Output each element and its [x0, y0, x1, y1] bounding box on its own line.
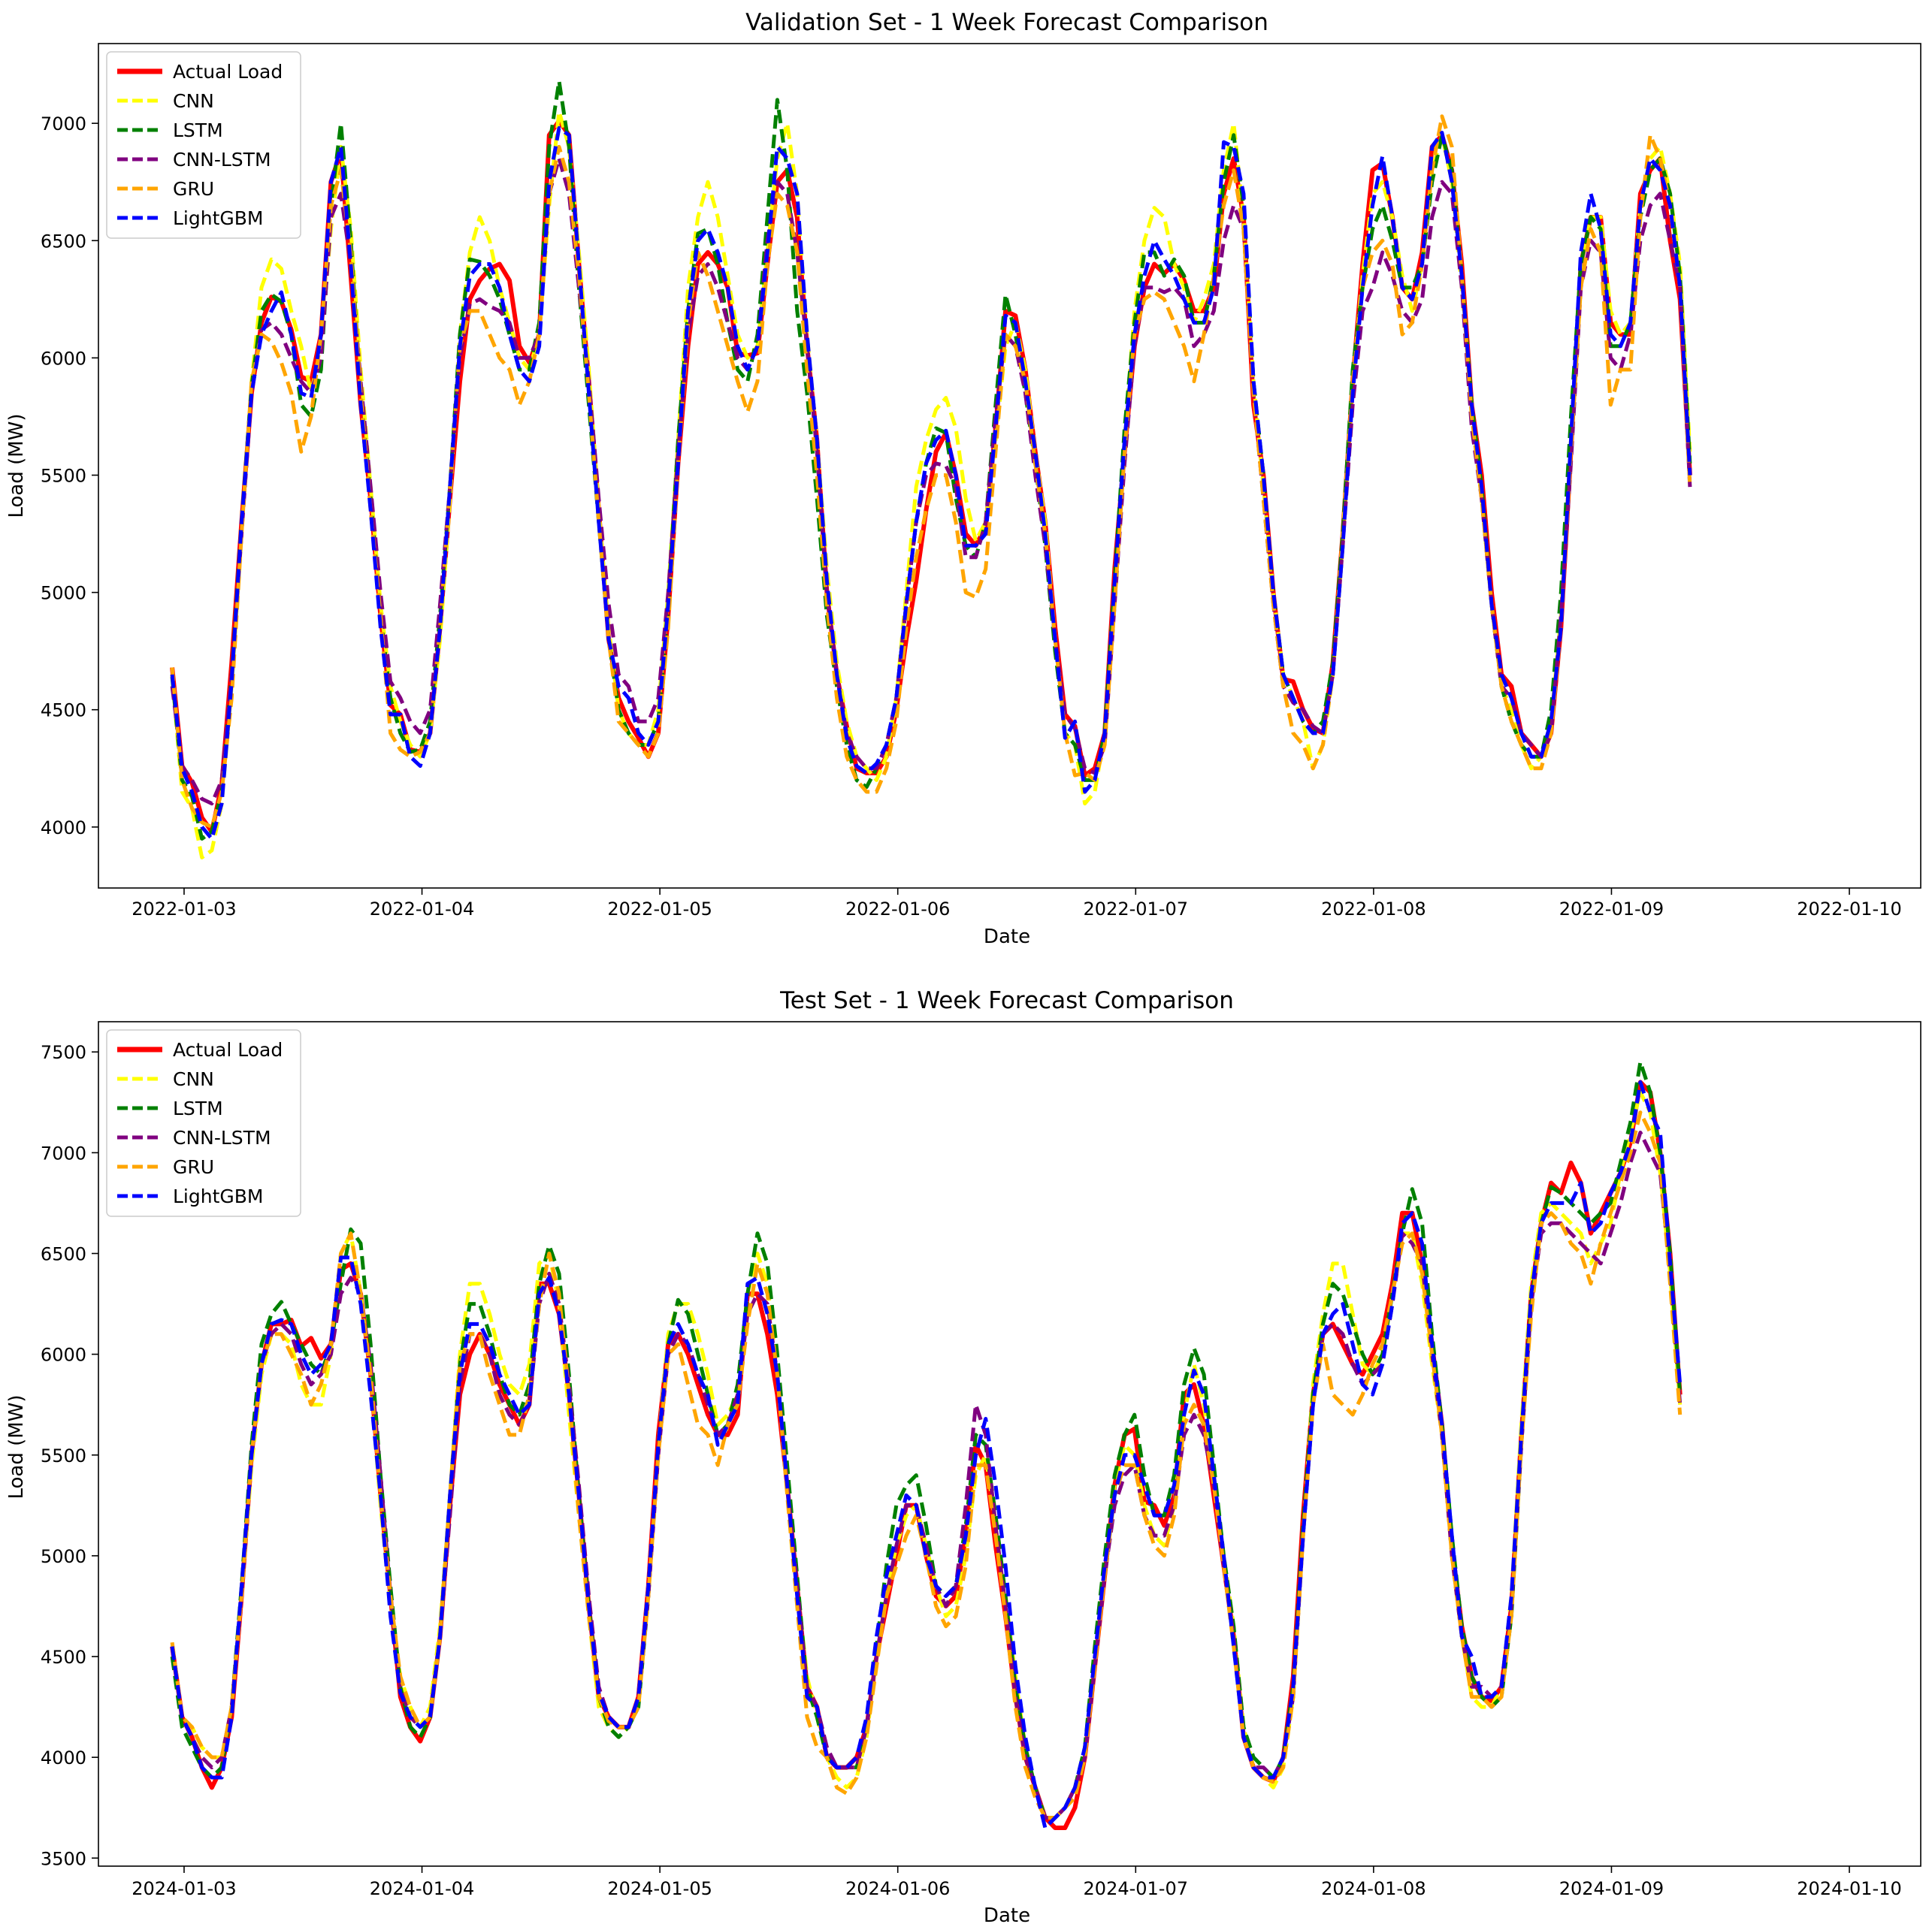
validation-x-tick-label: 2022-01-04 [370, 899, 474, 920]
test-y-tick-label: 4500 [41, 1647, 86, 1668]
validation-x-tick-label: 2022-01-10 [1797, 899, 1901, 920]
test-y-tick-label: 6000 [41, 1345, 86, 1366]
validation-legend-label: Actual Load [173, 61, 283, 83]
validation-axes-frame [98, 43, 1921, 889]
validation-x-tick-label: 2022-01-05 [607, 899, 712, 920]
validation-series-line-lightgbm [170, 125, 1692, 841]
test-chart-panel: Test Set - 1 Week Forecast Comparison Da… [5, 987, 1234, 1927]
test-plot: 2024-01-03 2024-01-04 2024-01-05 2024-01-06… [41, 1021, 1921, 1899]
test-x-tick-label: 2024-01-04 [370, 1878, 474, 1899]
validation-y-tick-label: 4500 [41, 700, 86, 721]
test-x-tick-label: 2024-01-08 [1321, 1878, 1426, 1899]
test-x-tick-label: 2024-01-07 [1084, 1878, 1188, 1899]
test-y-axis-label: Load (MW) [5, 1394, 28, 1499]
test-x-tick-label: 2024-01-05 [607, 1878, 712, 1899]
test-y-tick-label: 5500 [41, 1445, 86, 1466]
test-x-tick-label: 2024-01-03 [132, 1878, 236, 1899]
validation-series-line-lstm [170, 79, 1692, 841]
test-legend-label: Actual Load [173, 1039, 283, 1061]
test-y-tick-label: 6500 [41, 1243, 86, 1264]
validation-x-tick-label: 2022-01-07 [1084, 899, 1188, 920]
validation-legend-label: CNN-LSTM [173, 149, 271, 171]
validation-chart-title: Validation Set - 1 Week Forecast Compari… [745, 9, 1268, 36]
test-y-tick-label: 3500 [41, 1848, 86, 1869]
validation-x-axis-label: Date [984, 926, 1030, 948]
test-y-tick-label: 5000 [41, 1546, 86, 1567]
validation-legend-label: LSTM [173, 119, 223, 141]
test-legend-label: CNN [173, 1068, 214, 1090]
validation-legend-label: CNN [173, 90, 214, 112]
validation-series-line-gru [170, 114, 1692, 829]
validation-x-tick-label: 2022-01-03 [132, 899, 236, 920]
test-legend-label: GRU [173, 1156, 214, 1178]
validation-y-tick-label: 6000 [41, 348, 86, 369]
validation-chart-panel: Validation Set - 1 Week Forecast Compari… [5, 9, 1268, 948]
test-chart-title: Test Set - 1 Week Forecast Comparison [779, 987, 1234, 1014]
validation-series-group [170, 79, 1692, 859]
test-series-line-lightgbm [170, 1080, 1683, 1830]
test-legend: Actual Load CNN LSTM CNN-LSTM GRU LightGBM [106, 1029, 301, 1217]
validation-y-tick-label: 7000 [41, 113, 86, 134]
validation-series-line-cnn-lstm [170, 156, 1692, 806]
validation-legend-label: GRU [173, 178, 214, 200]
validation-y-tick-label: 5000 [41, 583, 86, 604]
validation-x-tick-label: 2022-01-08 [1321, 899, 1426, 920]
test-legend-label: LightGBM [173, 1185, 263, 1207]
validation-y-tick-label: 6500 [41, 231, 86, 252]
validation-legend-box [106, 51, 301, 239]
validation-legend-label: LightGBM [173, 207, 263, 229]
test-y-tick-label: 7000 [41, 1143, 86, 1164]
validation-legend: Actual Load CNN LSTM CNN-LSTM GRU LightGBM [106, 51, 301, 239]
validation-y-tick-label: 5500 [41, 465, 86, 486]
test-x-tick-label: 2024-01-10 [1797, 1878, 1901, 1899]
validation-x-tick-label: 2022-01-06 [845, 899, 950, 920]
test-series-line-lstm [170, 1060, 1683, 1820]
test-y-tick-label: 4000 [41, 1747, 86, 1768]
test-y-tick-label: 7500 [41, 1042, 86, 1063]
validation-y-tick-label: 4000 [41, 817, 86, 838]
test-x-axis-label: Date [984, 1904, 1030, 1927]
validation-plot: 2022-01-03 2022-01-04 2022-01-05 2022-01-06… [41, 43, 1921, 920]
test-legend-label: LSTM [173, 1098, 223, 1119]
test-legend-label: CNN-LSTM [173, 1127, 271, 1149]
test-axes-frame [98, 1021, 1921, 1867]
validation-x-tick-label: 2022-01-09 [1559, 899, 1664, 920]
test-legend-box [106, 1029, 301, 1217]
validation-y-axis-label: Load (MW) [5, 413, 28, 518]
test-series-group [170, 1060, 1683, 1830]
test-x-tick-label: 2024-01-06 [845, 1878, 950, 1899]
test-x-tick-label: 2024-01-09 [1559, 1878, 1664, 1899]
